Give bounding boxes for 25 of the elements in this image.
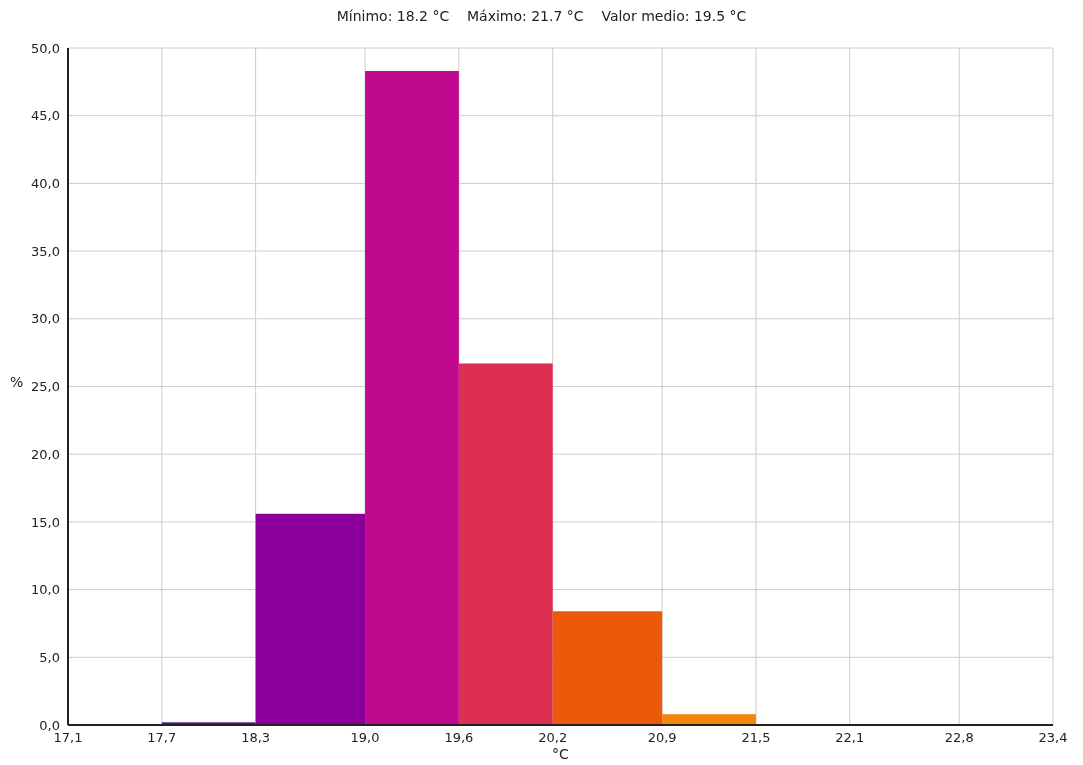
- x-tick-label: 23,4: [1038, 730, 1068, 746]
- y-tick-label: 25,0: [31, 379, 60, 395]
- y-tick-label: 0,0: [39, 717, 60, 733]
- x-tick-label: 17,1: [53, 730, 83, 746]
- x-tick-label: 20,9: [647, 730, 677, 746]
- y-axis-title: %: [10, 374, 24, 390]
- x-tick-label: 19,6: [444, 730, 474, 746]
- y-tick-label: 10,0: [31, 582, 60, 598]
- x-axis-title: °C: [551, 746, 570, 762]
- y-tick-label: 15,0: [31, 514, 60, 530]
- y-tick-label: 45,0: [31, 108, 60, 124]
- x-tick-label: 19,0: [350, 730, 380, 746]
- x-tick-label: 18,3: [241, 730, 271, 746]
- x-tick-label: 22,1: [835, 730, 865, 746]
- y-tick-label: 5,0: [39, 649, 60, 665]
- x-tick-label: 21,5: [741, 730, 771, 746]
- chart-title: Mínimo: 18.2 °C Máximo: 21.7 °C Valor medio: 19.5 °C: [335, 8, 748, 24]
- x-tick-label: 22,8: [944, 730, 974, 746]
- y-tick-label: 30,0: [31, 311, 60, 327]
- y-tick-label: 40,0: [31, 176, 60, 192]
- y-tick-label: 35,0: [31, 243, 60, 259]
- x-tick-label: 17,7: [147, 730, 177, 746]
- y-tick-label: 20,0: [31, 446, 60, 462]
- x-tick-label: 20,2: [538, 730, 568, 746]
- y-tick-label: 50,0: [31, 40, 60, 56]
